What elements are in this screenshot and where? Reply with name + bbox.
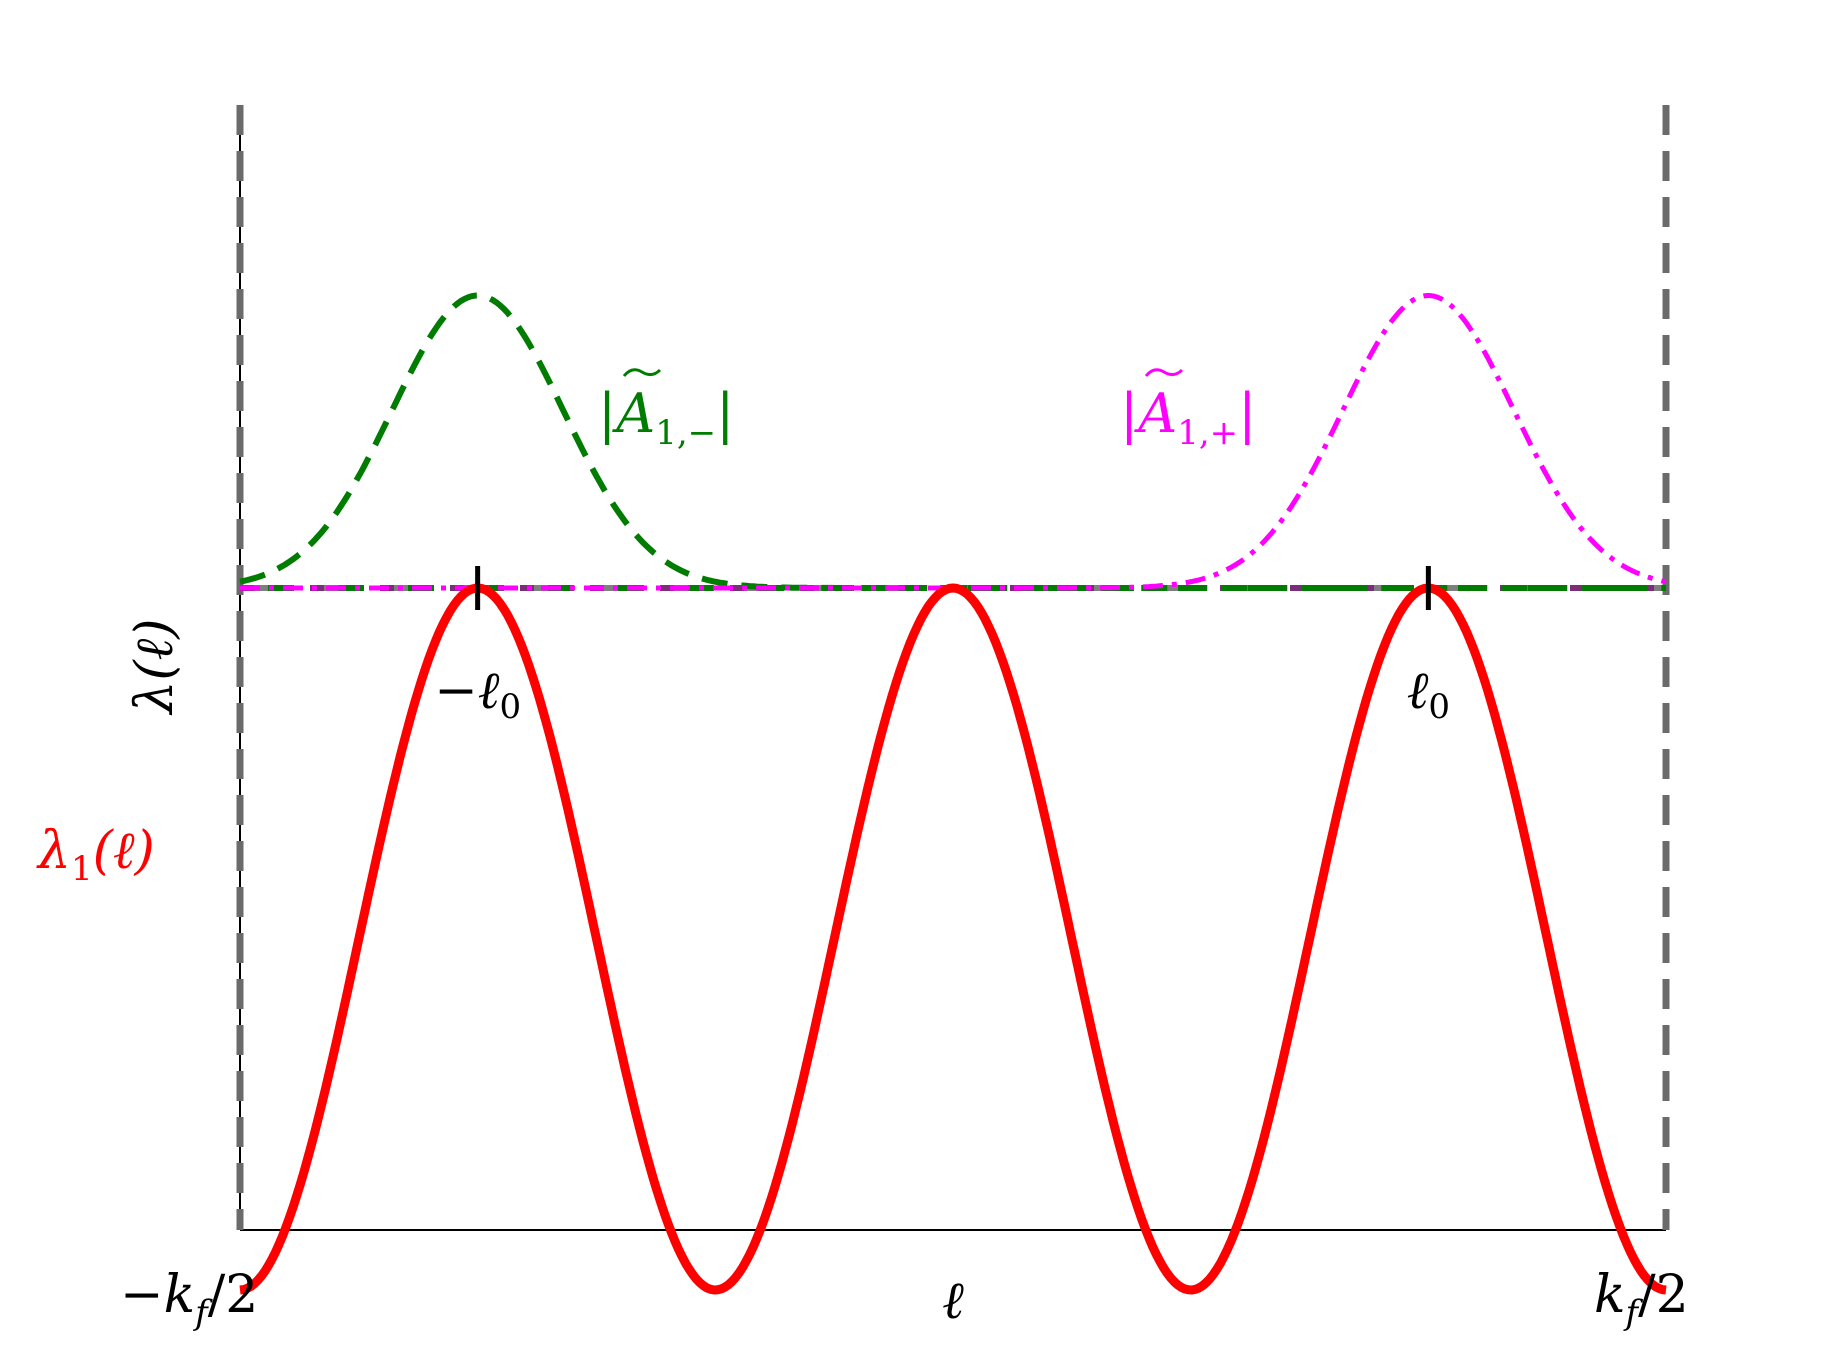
tilde-accent	[622, 368, 662, 377]
tick-label-sub: 0	[499, 687, 521, 727]
series-line-a1-minus	[239, 292, 1666, 591]
series-line-a1-plus	[240, 292, 1667, 591]
series-label-main: |	[598, 382, 616, 445]
series-label-accent-letter: A	[611, 382, 655, 445]
x-tick-label-rest: /2	[208, 1265, 259, 1325]
svg-text:|A1,−|: |A1,−|	[598, 382, 734, 453]
svg-text:|A1,+|: |A1,+|	[1120, 382, 1256, 453]
tick-label-text: ℓ	[1407, 661, 1429, 721]
tick-label-text: −ℓ	[434, 661, 500, 721]
x-tick-label-text: k	[1594, 1265, 1626, 1325]
series-label-lambda1: λ1(ℓ)	[36, 821, 155, 889]
series-label-a1-plus: |A1,+|	[1120, 368, 1256, 453]
series-label-rest: |	[716, 382, 734, 445]
series-label-main: |	[1120, 382, 1138, 445]
x-tick-label-right: kf/2	[1594, 1265, 1689, 1333]
tick-label-sub: 0	[1428, 687, 1450, 727]
series-label-sub: 1,−	[655, 413, 716, 453]
series-label-main: λ	[36, 821, 71, 881]
series-label-sub: 1	[71, 849, 93, 889]
x-axis-label: ℓ	[942, 1271, 964, 1331]
series-label-rest: (ℓ)	[93, 821, 155, 881]
series-label-rest: |	[1238, 382, 1256, 445]
tick-label-plus-l0: ℓ0	[1407, 661, 1450, 727]
series-label-accent-letter: A	[1133, 382, 1177, 445]
x-tick-label-left: −kf/2	[120, 1265, 258, 1333]
series-label-a1-minus: |A1,−|	[598, 368, 734, 453]
x-tick-label-text: −k	[120, 1265, 195, 1325]
x-tick-label-rest: /2	[1638, 1265, 1689, 1325]
series-label-sub: 1,+	[1177, 413, 1238, 453]
y-axis-label: λ(ℓ)	[125, 618, 185, 715]
tick-label-minus-l0: −ℓ0	[434, 661, 521, 727]
tilde-accent	[1144, 368, 1184, 377]
